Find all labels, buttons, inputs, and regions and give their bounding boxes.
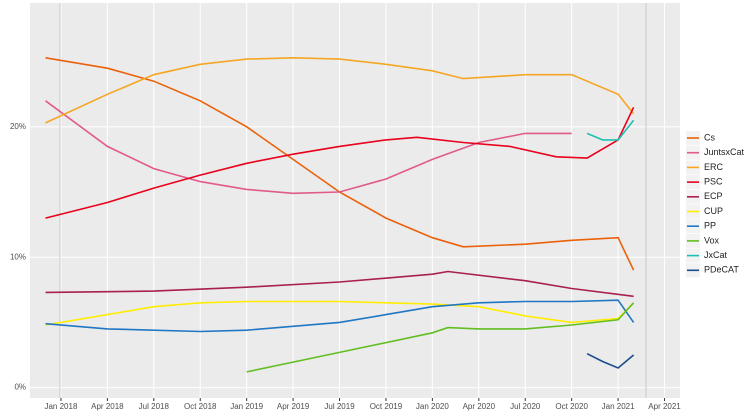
series-line [45,100,572,195]
x-tick-label: Apr 2020 [463,402,496,411]
y-tick-label: 20% [10,122,26,131]
x-tick-label: Apr 2018 [91,402,124,411]
x-tick-label: Apr 2019 [277,402,310,411]
legend-label: PP [704,221,716,231]
x-tick-label: Jan 2019 [230,402,263,411]
legend-label: Cs [704,132,715,142]
legend-label: JxCat [704,250,728,260]
legend-label: PDeCAT [704,265,739,275]
legend: Cs JuntsxCat ERC PSC ECP CUP PP Vox JxCat PDeCAT [686,131,745,278]
x-tick-label: Jul 2020 [510,402,541,411]
x-tick-label: Jan 2021 [602,402,635,411]
series-line [45,56,635,124]
x-tick-label: Oct 2019 [370,402,403,411]
x-tick-label: Jul 2018 [139,402,170,411]
y-tick-label: 0% [14,383,26,392]
x-tick-label: Jan 2018 [44,402,77,411]
series-line [586,119,635,141]
series-line [45,300,635,326]
x-tick-label: Jul 2019 [324,402,355,411]
legend-label: ECP [704,191,723,201]
legend-label: Vox [704,235,720,245]
series-line [246,302,635,373]
x-tick-label: Apr 2021 [648,402,681,411]
legend-label: PSC [704,176,723,186]
x-tick-label: Jan 2020 [416,402,449,411]
series-line [45,270,634,298]
series-line [586,352,635,369]
legend-label: ERC [704,162,724,172]
x-tick-label: Oct 2020 [555,402,588,411]
series-line [45,106,635,219]
legend-label: JuntsxCat [704,147,745,157]
series-line [45,57,635,271]
series-line [45,299,635,333]
y-tick-label: 10% [10,252,26,261]
x-tick-label: Oct 2018 [184,402,217,411]
legend-label: CUP [704,206,723,216]
